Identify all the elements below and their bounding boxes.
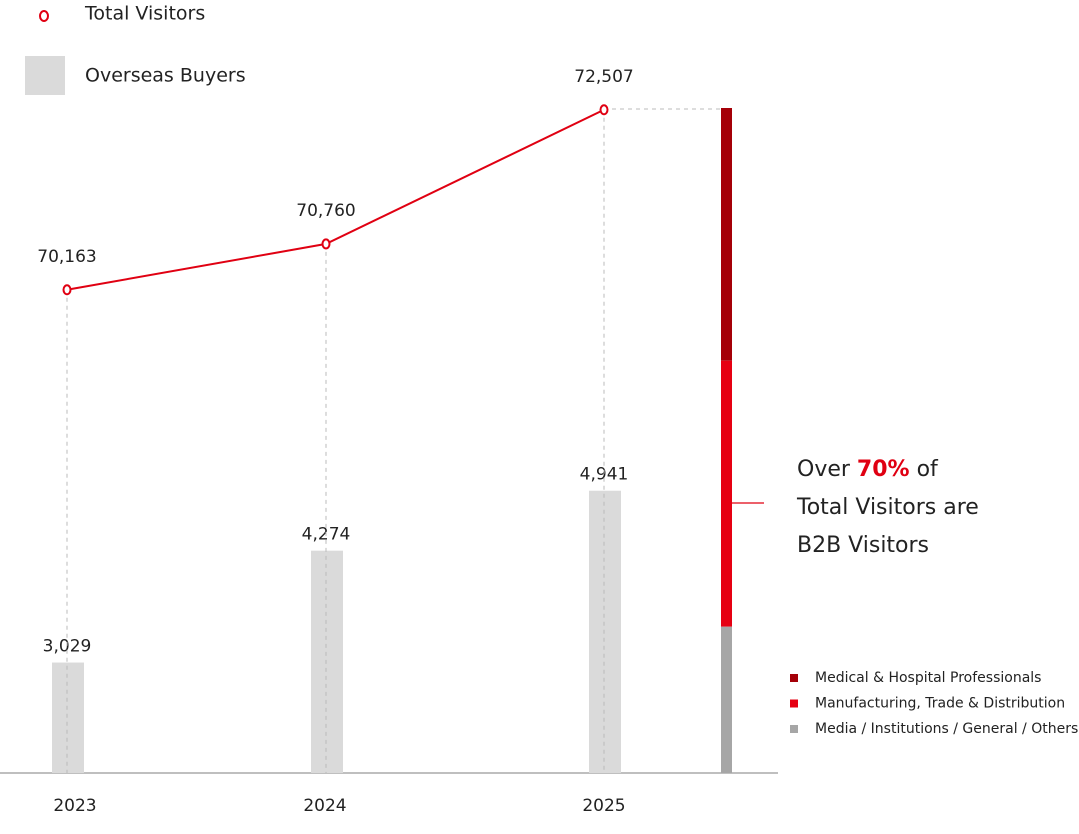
legend-marker (39, 10, 49, 22)
annotation: Over 70% of (797, 457, 939, 482)
data-label: 4,941 (580, 465, 629, 485)
legend-swatch (790, 674, 798, 682)
bar (311, 550, 343, 773)
point (62, 284, 72, 296)
x-tick-label: 2023 (53, 796, 96, 816)
legend-label: Total Visitors (84, 3, 205, 25)
legend-swatch (790, 725, 798, 733)
legend-label: Medical & Hospital Professionals (815, 670, 1041, 686)
x-tick-label: 2024 (303, 796, 346, 816)
annotation: Total Visitors are (796, 495, 979, 520)
data-label: 70,760 (296, 201, 355, 221)
line (66, 108, 605, 291)
point (599, 104, 609, 116)
legend-swatch (790, 699, 798, 708)
legend-label: Media / Institutions / General / Others (815, 721, 1078, 737)
legend-label: Manufacturing, Trade & Distribution (815, 696, 1065, 712)
legend-swatch (25, 56, 65, 95)
data-label: 72,507 (574, 67, 633, 87)
legend-label: Overseas Buyers (85, 65, 246, 87)
data-label: 70,163 (37, 247, 96, 267)
stack-segment (721, 108, 732, 361)
bar (52, 662, 84, 773)
point (321, 238, 331, 250)
annotation: B2B Visitors (797, 533, 929, 558)
bar (589, 490, 621, 773)
stack-segment (721, 360, 732, 627)
stack-segment (721, 626, 732, 773)
x-tick-label: 2025 (582, 796, 625, 816)
data-label: 3,029 (43, 637, 92, 657)
